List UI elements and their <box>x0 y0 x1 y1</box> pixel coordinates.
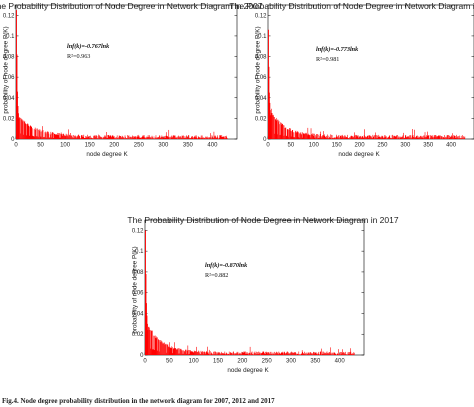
fit-equation: lnf(k)=-0.767lnk <box>67 43 110 50</box>
x-tick-label: 400 <box>446 143 457 149</box>
x-tick-label: 150 <box>213 359 224 365</box>
y-tick-label: 0.1 <box>135 249 144 255</box>
x-tick-label: 300 <box>158 143 169 149</box>
y-tick-label: 0.02 <box>255 116 267 122</box>
x-tick-label: 50 <box>166 359 173 365</box>
r-squared: R²=0.981 <box>316 56 339 63</box>
y-tick-label: 0.08 <box>132 270 144 276</box>
x-tick-label: 200 <box>355 143 366 149</box>
y-tick-label: 0.12 <box>132 228 144 234</box>
y-tick-label: 0.06 <box>132 291 144 297</box>
x-tick-label: 0 <box>14 143 18 149</box>
y-tick-label: 0.1 <box>6 34 15 40</box>
x-tick-label: 0 <box>143 359 147 365</box>
y-tick-label: 0 <box>11 137 15 143</box>
x-tick-label: 250 <box>134 143 145 149</box>
chart-title: The Probability Distribution of Node Deg… <box>229 1 474 11</box>
y-tick-label: 0.12 <box>3 13 15 19</box>
fit-equation: lnf(k)=-0.870lnk <box>205 262 248 269</box>
y-tick-label: 0.06 <box>255 75 267 81</box>
plot-area-3: 0 0.02 0.04 0.06 0.08 0.1 0.12 0 50 100 150 200 250 3… <box>132 219 365 365</box>
x-tick-label: 150 <box>85 143 96 149</box>
plot-area-1: 0 0.02 0.04 0.06 0.08 0.1 0.12 0 50 100 150 200 250 3… <box>3 4 238 149</box>
y-tick-label: 0.02 <box>3 116 15 122</box>
y-axis-label-group: probability of node degree P(K) <box>255 26 262 113</box>
x-tick-label: 150 <box>332 143 343 149</box>
x-axis-label: node degree K <box>86 151 128 158</box>
figure-caption: Fig.4. Node degree probability distribut… <box>2 397 275 405</box>
x-tick-label: 400 <box>335 359 346 365</box>
fit-equation: lnf(k)=-0.773lnk <box>316 46 359 53</box>
x-tick-label: 350 <box>183 143 194 149</box>
x-tick-label: 0 <box>266 143 270 149</box>
x-tick-label: 200 <box>237 359 248 365</box>
y-axis-label-group: probability of node degree P(K) <box>132 246 139 333</box>
x-tick-label: 300 <box>400 143 411 149</box>
chart-title: The Probability Distribution of Node Deg… <box>0 1 263 11</box>
y-tick-label: 0.02 <box>132 332 144 338</box>
bar-series <box>16 10 228 139</box>
y-axis-label-group: probability of node degree P(K) <box>3 26 10 113</box>
y-axis-label: probability of node degree P(K) <box>3 26 10 113</box>
r-squared: R²=0.963 <box>67 53 90 60</box>
y-tick-label: 0.08 <box>255 55 267 61</box>
y-tick-label: 0 <box>263 137 267 143</box>
x-tick-label: 250 <box>262 359 273 365</box>
y-axis-label: probability of node degree P(K) <box>255 26 262 113</box>
x-axis-label: node degree K <box>338 151 380 158</box>
x-tick-label: 100 <box>189 359 200 365</box>
bar-series <box>268 29 466 139</box>
x-tick-label: 50 <box>37 143 44 149</box>
x-tick-label: 50 <box>288 143 295 149</box>
x-tick-label: 400 <box>207 143 218 149</box>
chart-panel-2007: The Probability Distribution of Node Deg… <box>0 1 263 158</box>
x-tick-label: 250 <box>377 143 388 149</box>
y-tick-label: 0.1 <box>258 34 267 40</box>
y-tick-label: 0.04 <box>3 96 15 102</box>
plot-area-2: 0 0.02 0.04 0.06 0.08 0.1 0.12 0 50 100 150 200 250 3… <box>255 4 474 149</box>
x-tick-label: 350 <box>310 359 321 365</box>
y-tick-label: 0 <box>140 353 144 359</box>
x-tick-label: 100 <box>60 143 71 149</box>
y-tick-label: 0.04 <box>132 311 144 317</box>
x-tick-label: 350 <box>423 143 434 149</box>
plot-frame <box>144 219 365 356</box>
y-tick-label: 0.04 <box>255 96 267 102</box>
x-tick-label: 300 <box>286 359 297 365</box>
y-axis-label: probability of node degree P(K) <box>132 246 139 333</box>
x-axis-label: node degree K <box>227 367 269 374</box>
y-tick-label: 0.12 <box>255 13 267 19</box>
x-tick-label: 200 <box>109 143 120 149</box>
plot-frame <box>267 4 474 140</box>
y-tick-label: 0.06 <box>3 75 15 81</box>
plot-frame <box>15 4 238 140</box>
bar-series <box>145 230 355 355</box>
y-tick-label: 0.08 <box>3 55 15 61</box>
chart-panel-2012: The Probability Distribution of Node Deg… <box>229 1 474 158</box>
x-tick-label: 100 <box>309 143 320 149</box>
r-squared: R²=0.882 <box>205 272 228 279</box>
